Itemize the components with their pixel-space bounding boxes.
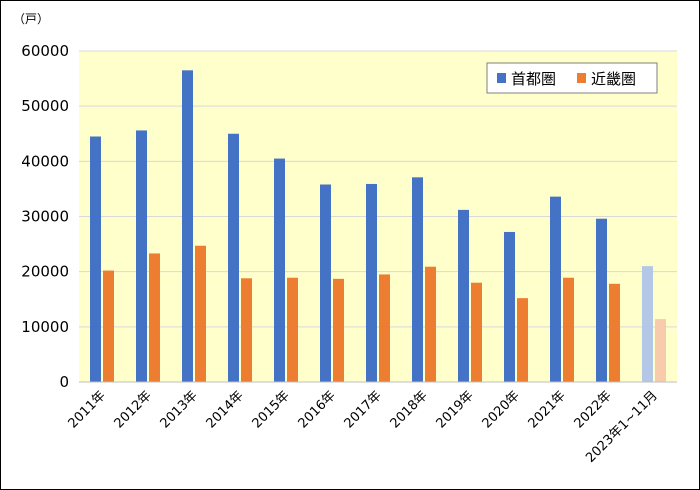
bar-shutoken-8 [458, 209, 469, 382]
bar-kinki-4 [287, 277, 298, 382]
legend-swatch-kinki [577, 73, 586, 83]
x-tick-label: 2015年 [250, 388, 293, 431]
bar-shutoken-11 [596, 218, 607, 382]
bar-shutoken-9 [504, 231, 515, 382]
y-unit-label: （戸） [13, 12, 49, 26]
bar-kinki-9 [517, 298, 528, 382]
bar-kinki-8 [471, 282, 482, 382]
grid-lines [79, 50, 677, 328]
y-tick-label: 50000 [21, 97, 69, 115]
bar-kinki-12 [655, 319, 666, 382]
bar-kinki-10 [563, 277, 574, 382]
x-tick-label: 2019年 [434, 388, 477, 431]
y-tick-label: 10000 [21, 318, 69, 336]
bar-shutoken-1 [136, 130, 147, 382]
bar-kinki-7 [425, 266, 436, 382]
bars [90, 70, 666, 382]
x-axis-labels: 2011年 2012年 2013年 2014年 2015年 2016年 2017年 2018年… [66, 388, 661, 466]
bar-shutoken-6 [366, 183, 377, 382]
bar-shutoken-4 [274, 158, 285, 382]
bar-shutoken-5 [320, 184, 331, 382]
bar-kinki-5 [333, 278, 344, 382]
bar-kinki-1 [149, 253, 160, 382]
bar-shutoken-12 [642, 266, 653, 382]
y-tick-label: 20000 [21, 263, 69, 281]
x-tick-label: 2014年 [204, 388, 247, 431]
x-tick-label: 2017年 [342, 388, 385, 431]
legend-swatch-shutoken [497, 73, 506, 83]
bar-shutoken-3 [228, 133, 239, 382]
x-tick-label: 2016年 [296, 388, 339, 431]
x-tick-label: 2011年 [66, 388, 109, 431]
bar-shutoken-10 [550, 196, 561, 382]
legend-box [486, 62, 658, 94]
y-tick-label: 40000 [21, 152, 69, 170]
x-tick-label: 2022年 [572, 388, 615, 431]
x-tick-label: 2021年 [526, 388, 569, 431]
x-tick-label: 2020年 [480, 388, 523, 431]
x-tick-label: 2013年 [158, 388, 201, 431]
bar-shutoken-0 [90, 136, 101, 382]
y-tick-label: 30000 [21, 208, 69, 226]
y-tick-label: 60000 [21, 42, 69, 60]
bar-shutoken-2 [182, 70, 193, 382]
bar-kinki-6 [379, 274, 390, 382]
bar-kinki-2 [195, 245, 206, 382]
bar-kinki-0 [103, 270, 114, 382]
x-tick-label: 2018年 [388, 388, 431, 431]
y-tick-label: 0 [59, 373, 69, 391]
legend-label-kinki: 近畿圏 [591, 70, 636, 88]
bar-kinki-11 [609, 283, 620, 382]
bar-kinki-3 [241, 278, 252, 382]
legend-label-shutoken: 首都圏 [511, 70, 556, 88]
legend: 首都圏 近畿圏 [486, 62, 658, 94]
x-tick-label: 2012年 [112, 388, 155, 431]
bar-shutoken-7 [412, 177, 423, 382]
y-axis-ticks: 0 10000 20000 30000 40000 50000 60000 [21, 42, 69, 391]
